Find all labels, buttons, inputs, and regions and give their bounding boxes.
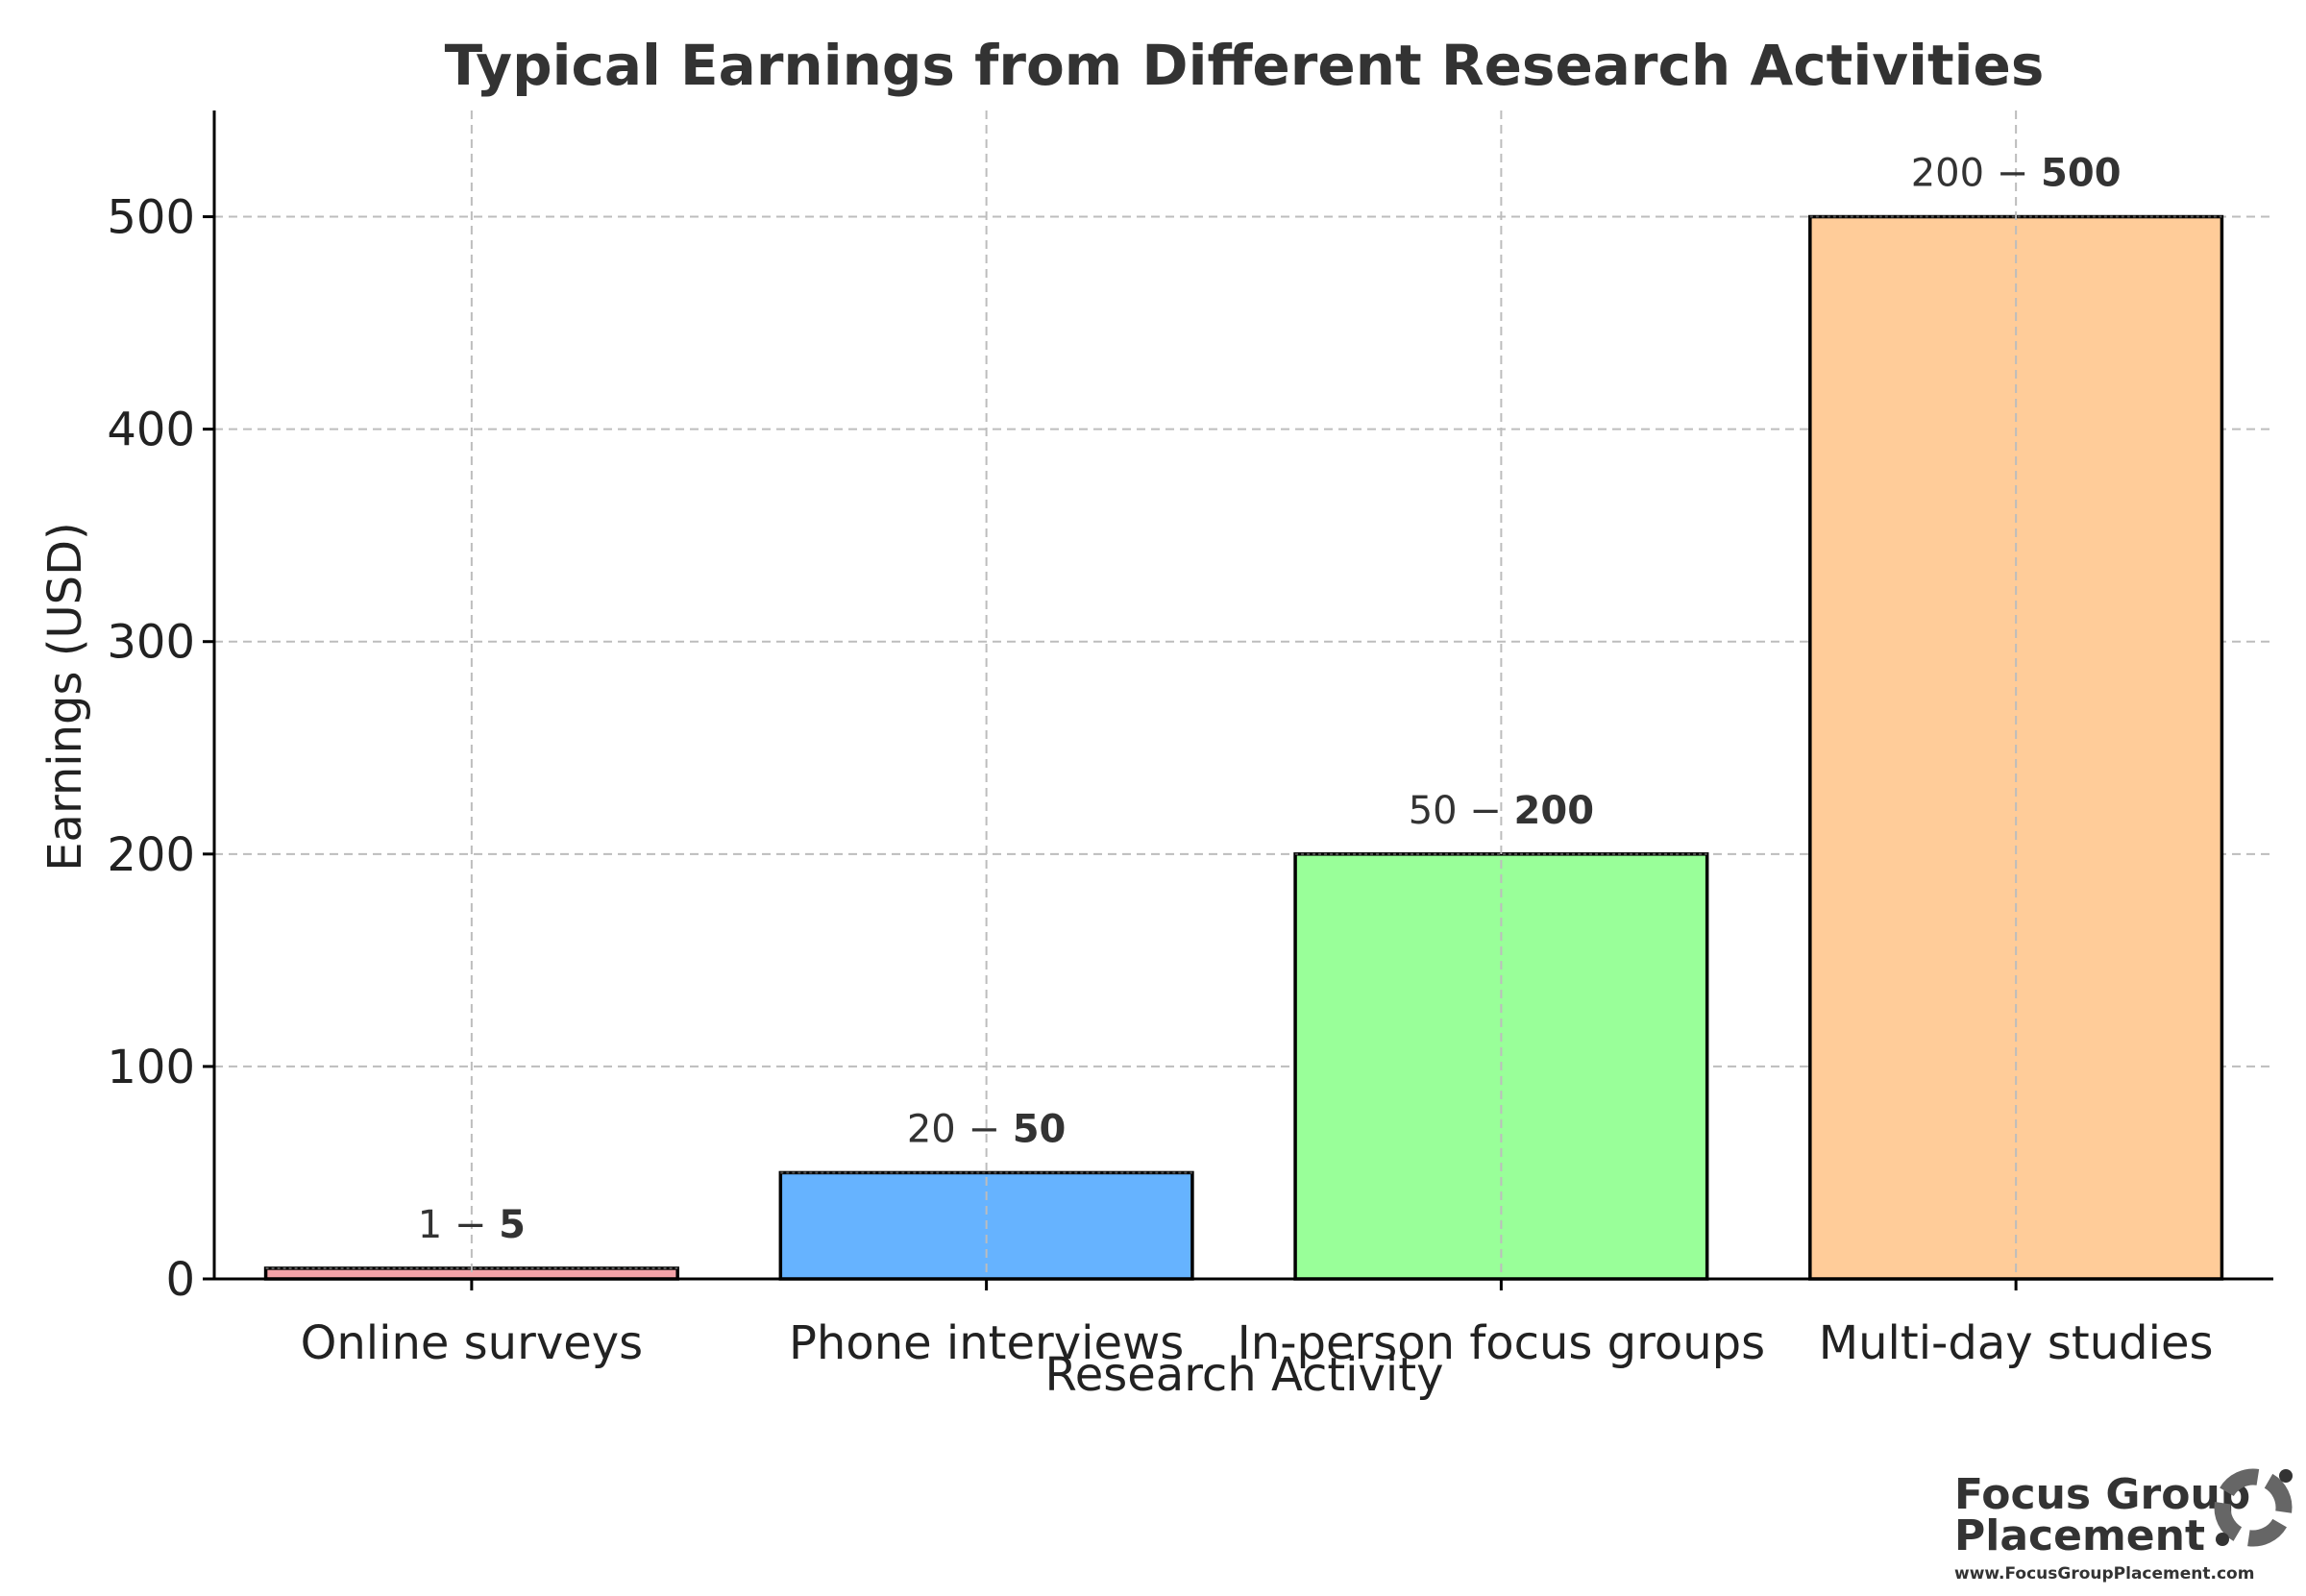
data-label-high-1: 50	[1013, 1107, 1067, 1151]
data-label-low-0: 1	[418, 1203, 442, 1247]
data-label-2: 50 − 200	[1409, 789, 1594, 833]
y-tick-label-300: 300	[107, 616, 195, 670]
data-label-sep-0: −	[442, 1203, 499, 1247]
data-label-low-3: 200	[1911, 152, 1984, 196]
logo-url: www.FocusGroupPlacement.com	[1954, 1564, 2254, 1584]
data-label-sep-1: −	[956, 1107, 1013, 1151]
logo-line-2: Placement	[1954, 1511, 2205, 1560]
x-tick-label-online-surveys: Online surveys	[301, 1316, 644, 1370]
axes	[203, 110, 2273, 1290]
data-label-sep-3: −	[1984, 152, 2041, 196]
data-label-high-3: 500	[2041, 152, 2122, 196]
x-tick-label-multi-day-studies: Multi-day studies	[1819, 1316, 2214, 1370]
y-tick-label-0: 0	[165, 1253, 195, 1307]
x-tick-label-phone-interviews: Phone interviews	[789, 1316, 1184, 1370]
data-label-high-0: 5	[499, 1203, 526, 1247]
data-label-high-2: 200	[1514, 789, 1595, 833]
y-axis-label: Earnings (USD)	[38, 522, 92, 872]
y-tick-label-100: 100	[107, 1041, 195, 1094]
y-tick-label-200: 200	[107, 828, 195, 882]
x-tick-labels: Online surveys Phone interviews In-person …	[301, 1316, 2214, 1370]
focus-group-placement-logo: Focus Group Placement www.FocusGroupPlac…	[1954, 1468, 2293, 1584]
data-label-low-2: 50	[1409, 789, 1458, 833]
logo-line-1: Focus Group	[1954, 1470, 2250, 1519]
vertical-grid	[470, 110, 2018, 1279]
y-tick-label-500: 500	[107, 191, 195, 245]
data-label-1: 20 − 50	[907, 1107, 1067, 1151]
data-label-low-1: 20	[907, 1107, 956, 1151]
x-tick-label-in-person-focus-groups: In-person focus groups	[1238, 1316, 1765, 1370]
data-label-sep-2: −	[1458, 789, 1514, 833]
y-tick-labels: 0 100 200 300 400 500	[107, 191, 195, 1307]
data-label-3: 200 − 500	[1911, 152, 2122, 196]
logo-ring-icon	[2214, 1468, 2293, 1547]
x-axis-label: Research Activity	[1045, 1348, 1444, 1402]
data-label-0: 1 − 5	[418, 1203, 526, 1247]
chart-title: Typical Earnings from Different Research…	[445, 33, 2045, 98]
bars	[263, 214, 2224, 1281]
y-tick-label-400: 400	[107, 404, 195, 457]
